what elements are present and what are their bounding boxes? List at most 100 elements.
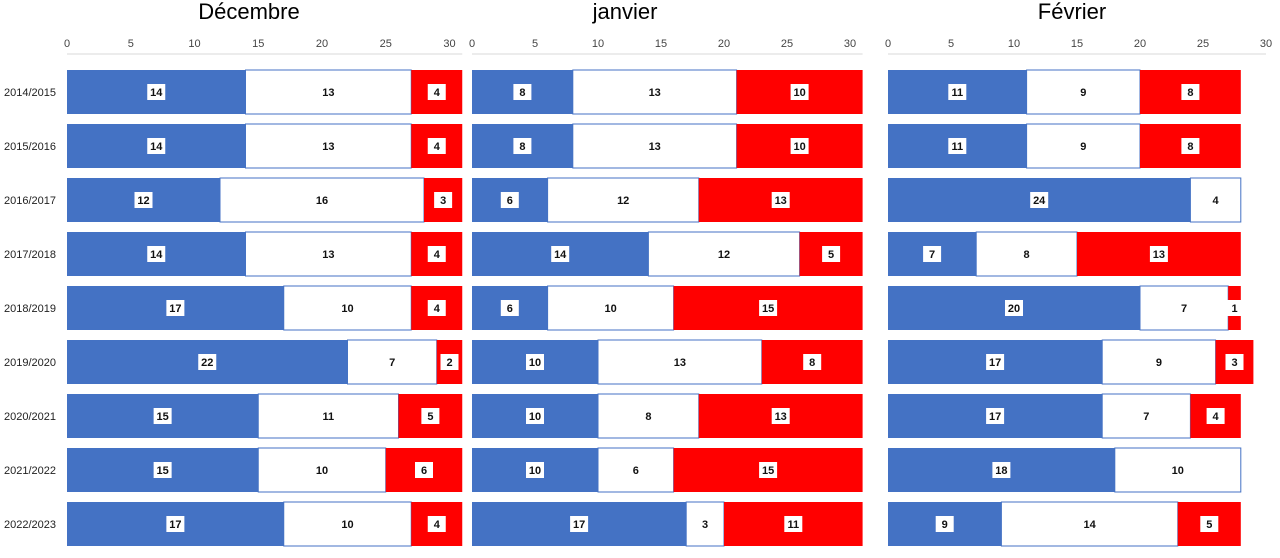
data-label: 4 (434, 519, 441, 531)
data-label: 7 (929, 249, 935, 261)
data-label: 13 (775, 411, 787, 423)
x-tick-label: 25 (781, 38, 793, 50)
data-label: 14 (150, 141, 163, 153)
data-label: 8 (809, 357, 815, 369)
data-label: 7 (1143, 411, 1149, 423)
category-label: 2014/2015 (4, 87, 56, 99)
data-label-box (645, 84, 664, 100)
data-label-box (1030, 192, 1049, 208)
data-label-box (147, 138, 166, 154)
data-label-box (500, 300, 519, 316)
data-label-box (790, 84, 809, 100)
data-label-box (434, 192, 453, 208)
chart-title: Février (1038, 0, 1106, 24)
data-label: 6 (633, 465, 639, 477)
data-label: 11 (951, 87, 963, 99)
data-label-box (626, 462, 645, 478)
data-label-box (338, 516, 357, 532)
chart-panel-3: Février 0 5 10 15 20 25 30 11 9 8 11 9 8 24 4 7 8 13 20 7 1 17… (885, 0, 1272, 547)
data-label-box (1225, 354, 1244, 370)
data-label-box (526, 408, 544, 424)
data-label: 4 (434, 303, 441, 315)
data-label-box (1200, 516, 1219, 532)
data-label-box (1175, 300, 1194, 316)
data-label: 10 (793, 87, 805, 99)
x-tick-label: 0 (64, 38, 70, 50)
data-label: 13 (322, 249, 334, 261)
data-label-box (992, 462, 1011, 478)
x-tick-label: 5 (948, 38, 954, 50)
data-label: 8 (519, 87, 525, 99)
data-label-box (1017, 246, 1036, 262)
data-label: 11 (951, 141, 963, 153)
data-label: 12 (137, 195, 149, 207)
data-label: 3 (440, 195, 446, 207)
data-label-box (513, 138, 532, 154)
data-label-box (771, 192, 790, 208)
data-label: 8 (519, 141, 525, 153)
data-label-box (948, 84, 967, 100)
x-tick-label: 15 (1071, 38, 1083, 50)
data-label: 12 (718, 249, 730, 261)
data-label: 17 (169, 303, 181, 315)
data-label: 13 (322, 87, 334, 99)
data-label: 10 (1172, 465, 1184, 477)
data-label-box (1181, 138, 1200, 154)
data-label: 9 (1080, 141, 1086, 153)
data-label: 8 (1187, 87, 1193, 99)
data-label-box (526, 354, 544, 370)
data-label-box (935, 516, 954, 532)
data-label: 6 (421, 465, 427, 477)
data-label: 2 (446, 357, 452, 369)
data-label-box (923, 246, 942, 262)
data-label-box (1005, 300, 1023, 316)
data-label: 16 (316, 195, 328, 207)
data-label-box (1080, 516, 1099, 532)
data-label-box (948, 138, 967, 154)
data-label: 8 (645, 411, 651, 423)
data-label-box (427, 84, 446, 100)
data-label-box (645, 138, 664, 154)
data-label: 17 (169, 519, 181, 531)
data-label-box (166, 300, 185, 316)
x-tick-label: 0 (885, 38, 891, 50)
data-label-box (319, 408, 338, 424)
data-label: 17 (573, 519, 585, 531)
category-label: 2020/2021 (4, 411, 56, 423)
data-label-box (313, 192, 331, 208)
data-label: 6 (507, 303, 513, 315)
x-tick-label: 30 (1260, 38, 1272, 50)
data-label-box (759, 300, 778, 316)
data-label-box (601, 300, 620, 316)
data-label-box (790, 138, 809, 154)
data-label: 10 (316, 465, 328, 477)
data-label-box (803, 354, 822, 370)
data-label-box (134, 192, 153, 208)
x-tick-label: 15 (655, 38, 667, 50)
data-label-box (1149, 246, 1168, 262)
data-label: 13 (775, 195, 787, 207)
data-label-box (427, 516, 446, 532)
data-label: 9 (1080, 87, 1086, 99)
data-label-box (147, 84, 166, 100)
data-label: 8 (1024, 249, 1030, 261)
x-tick-label: 25 (380, 38, 392, 50)
x-tick-label: 10 (188, 38, 200, 50)
data-label-box (1225, 300, 1244, 316)
data-label: 10 (529, 411, 541, 423)
data-label: 11 (787, 519, 799, 531)
data-label-box (427, 138, 446, 154)
data-label-box (696, 516, 715, 532)
data-label: 10 (529, 465, 541, 477)
data-label-box (1149, 354, 1168, 370)
data-label-box (338, 300, 357, 316)
data-label: 10 (604, 303, 616, 315)
data-label-box (147, 246, 166, 262)
x-tick-label: 20 (1134, 38, 1146, 50)
data-label-box (427, 300, 446, 316)
data-label-box (415, 462, 433, 478)
data-label-box (153, 408, 172, 424)
data-label: 22 (201, 357, 213, 369)
